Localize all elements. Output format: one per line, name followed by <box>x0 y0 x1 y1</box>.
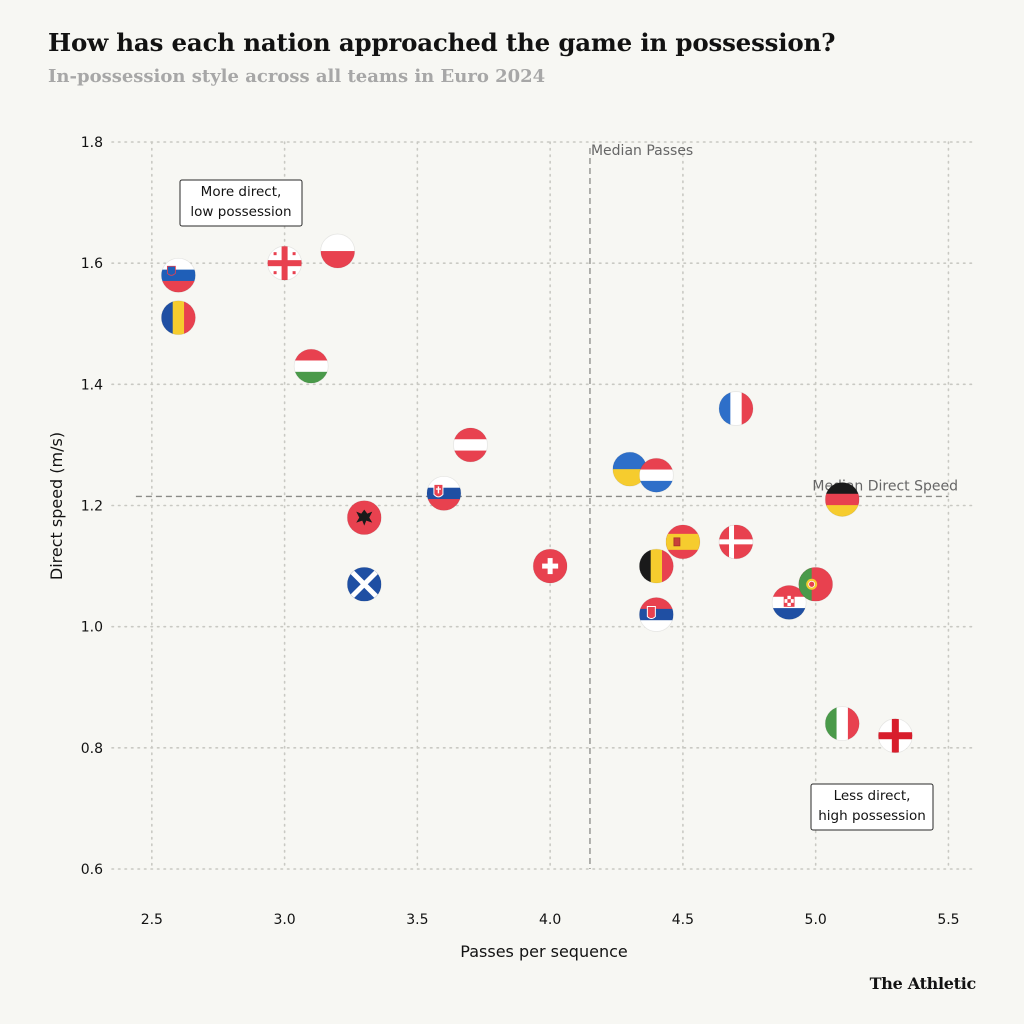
annotation-text: low possession <box>190 204 291 220</box>
median-passes-label: Median Passes <box>591 143 693 159</box>
annotation-box: More direct, low possession <box>179 179 303 227</box>
y-tick-label: 1.8 <box>81 135 103 151</box>
flag-outline <box>426 475 462 511</box>
flag-point-scotland <box>346 566 382 602</box>
flag-outline <box>638 457 674 493</box>
y-tick-label: 0.6 <box>81 862 103 878</box>
flag-outline <box>346 500 382 536</box>
annotations: More direct, low possession Less direct, hi… <box>179 179 934 831</box>
flag-outline <box>718 391 754 426</box>
flag-point-georgia <box>267 245 303 281</box>
annotation-frame <box>179 179 303 227</box>
flag-outline <box>824 706 860 741</box>
flag-point-ukraine <box>612 451 648 487</box>
annotation-frame <box>810 783 934 831</box>
flag-point-austria <box>453 427 488 463</box>
flag-point-italy <box>824 706 860 741</box>
flag-point-slovakia <box>426 475 462 511</box>
data-points <box>160 233 913 754</box>
y-tick-label: 1.6 <box>81 256 103 272</box>
y-tick-label: 1.2 <box>81 499 103 515</box>
flag-outline <box>798 566 834 602</box>
annotation-text: high possession <box>818 808 926 824</box>
flag-point-england <box>877 718 913 754</box>
flag-point-albania <box>346 500 382 536</box>
flag-point-switzerland <box>532 548 568 584</box>
y-tick-label: 1.4 <box>81 377 103 393</box>
y-tick-label: 1.0 <box>81 620 103 636</box>
x-tick-label: 5.0 <box>805 912 827 928</box>
flag-point-germany <box>824 482 860 517</box>
flag-outline <box>453 427 488 463</box>
flag-outline <box>532 548 568 584</box>
flag-point-portugal <box>798 566 834 602</box>
flag-outline <box>160 257 196 293</box>
flag-point-netherlands <box>638 457 674 493</box>
flag-point-spain <box>665 524 701 560</box>
flag-point-poland <box>320 233 356 269</box>
flag-outline <box>267 245 303 281</box>
flag-outline <box>824 482 860 517</box>
flag-outline <box>346 566 382 602</box>
flag-outline <box>293 348 329 384</box>
x-axis-label: Passes per sequence <box>460 942 627 961</box>
flag-outline <box>665 524 701 560</box>
brand-logo: The Athletic <box>869 974 977 993</box>
annotation-text: Less direct, <box>834 788 911 804</box>
y-tick-label: 0.8 <box>81 741 103 757</box>
flag-point-serbia <box>638 597 674 632</box>
axes: 0.6 0.8 1.0 1.2 1.4 1.6 1.8 2.5 3.0 3.5 4.0 4.5 5.0 5… <box>47 135 960 961</box>
annotation-text: More direct, <box>201 184 282 200</box>
x-tick-label: 5.5 <box>937 912 959 928</box>
annotation-box: Less direct, high possession <box>810 783 934 831</box>
flag-point-denmark <box>718 524 754 560</box>
flag-point-slovenia <box>160 257 196 293</box>
flag-point-belgium <box>638 548 674 584</box>
x-tick-label: 3.5 <box>406 912 428 928</box>
flag-point-croatia <box>771 585 807 620</box>
flag-outline <box>638 597 674 632</box>
chart-title: How has each nation approached the game … <box>48 28 836 57</box>
flag-outline <box>638 548 674 584</box>
y-axis-label: Direct speed (m/s) <box>47 432 66 580</box>
flag-outline <box>718 524 754 560</box>
x-tick-label: 3.0 <box>273 912 295 928</box>
chart-subtitle: In-possession style across all teams in … <box>48 66 546 87</box>
flag-outline <box>320 233 356 269</box>
flag-outline <box>771 585 807 620</box>
x-tick-label: 2.5 <box>141 912 163 928</box>
flag-point-romania <box>160 300 196 336</box>
x-tick-label: 4.0 <box>539 912 561 928</box>
flag-outline <box>160 300 196 336</box>
grid <box>111 141 976 870</box>
x-tick-label: 4.5 <box>672 912 694 928</box>
flag-point-hungary <box>293 348 329 384</box>
flag-outline <box>877 718 913 754</box>
flag-point-france <box>718 391 754 426</box>
